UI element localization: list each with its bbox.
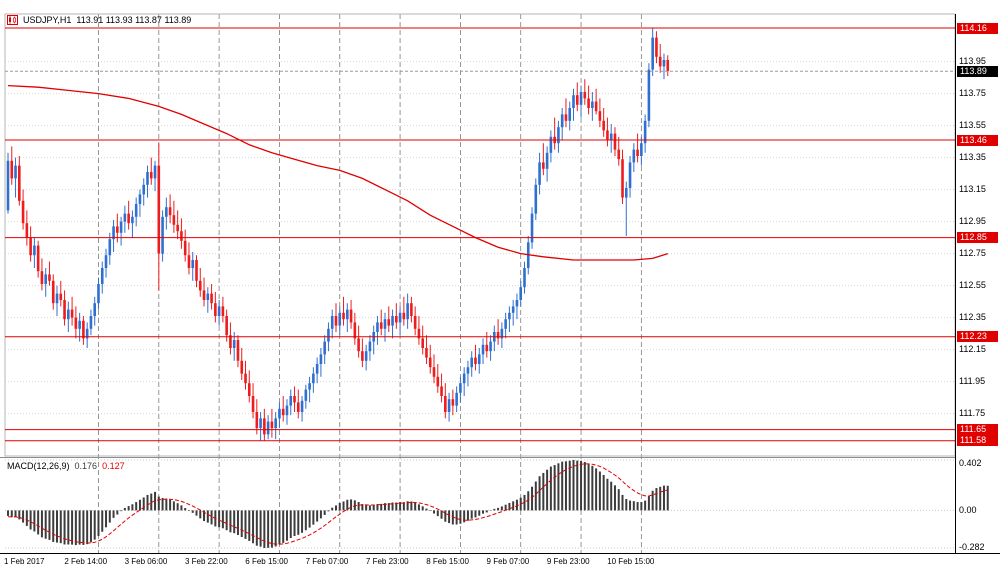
chart-icon (7, 15, 18, 25)
price-level-label: 111.65 (957, 424, 998, 436)
time-axis-label: 7 Feb 23:00 (365, 557, 409, 566)
time-axis-label: 2 Feb 14:00 (64, 557, 108, 566)
current-price-label: 113.89 (957, 65, 998, 77)
macd-signal-value: 0.127 (102, 461, 125, 471)
macd-axis-tick: -0.282 (959, 542, 985, 552)
time-axis-label: 3 Feb 22:00 (184, 557, 228, 566)
price-axis-tick: 111.75 (959, 408, 986, 419)
price-axis-tick: 113.35 (959, 152, 986, 163)
price-axis-tick: 112.35 (959, 312, 986, 323)
time-axis-label: 9 Feb 07:00 (486, 557, 530, 566)
price-axis[interactable]: 113.95 113.75 113.55 113.35 113.15 112.95 112.… (955, 0, 1000, 553)
macd-axis-tick: 0.402 (959, 458, 982, 468)
price-axis-tick: 112.55 (959, 280, 986, 291)
time-axis-label: 9 Feb 23:00 (546, 557, 590, 566)
moving-average-line (7, 84, 668, 261)
price-level-label: 113.46 (957, 134, 998, 146)
main-panel-border (4, 13, 956, 457)
macd-name: MACD(12,26,9) (7, 461, 70, 471)
macd-main-value: 0.176 (74, 461, 98, 471)
price-axis-tick: 112.15 (959, 344, 986, 355)
price-axis-tick: 112.95 (959, 216, 986, 227)
chart-symbol-label: USDJPY,H1 113.91 113.93 113.87 113.89 (7, 15, 191, 25)
horizontal-level-lines (5, 27, 955, 442)
symbol-ohlc-values: 113.91 113.93 113.87 113.89 (76, 15, 192, 25)
price-axis-tick: 113.95 (959, 56, 986, 67)
price-axis-tick: 111.95 (959, 376, 986, 387)
price-level-label: 114.16 (957, 22, 998, 34)
candles-layer (6, 28, 670, 441)
vertical-gridlines (98, 14, 642, 553)
price-level-label: 112.85 (957, 232, 998, 244)
macd-signal-line (7, 463, 668, 545)
macd-histogram (7, 460, 669, 548)
symbol-name: USDJPY,H1 (23, 15, 72, 25)
time-axis-label: 10 Feb 15:00 (607, 557, 655, 566)
price-level-label: 112.23 (957, 331, 998, 343)
price-axis-tick: 113.15 (959, 184, 986, 195)
price-axis-tick: 112.75 (959, 248, 986, 259)
time-axis-label: 6 Feb 15:00 (245, 557, 288, 566)
time-axis-label: 1 Feb 2017 (4, 557, 45, 566)
macd-indicator-label: MACD(12,26,9) 0.176 0.127 (7, 461, 125, 471)
macd-axis-tick: 0.00 (959, 505, 977, 516)
price-level-label: 111.58 (957, 435, 998, 447)
price-axis-tick: 113.75 (959, 88, 986, 99)
time-axis-label: 7 Feb 07:00 (305, 557, 349, 566)
time-axis-label: 8 Feb 15:00 (426, 557, 469, 566)
price-axis-tick: 113.55 (959, 120, 986, 131)
time-axis-label: 3 Feb 06:00 (124, 557, 168, 566)
time-axis[interactable]: 1 Feb 2017 2 Feb 14:00 3 Feb 06:00 3 Feb 22… (0, 553, 1000, 574)
